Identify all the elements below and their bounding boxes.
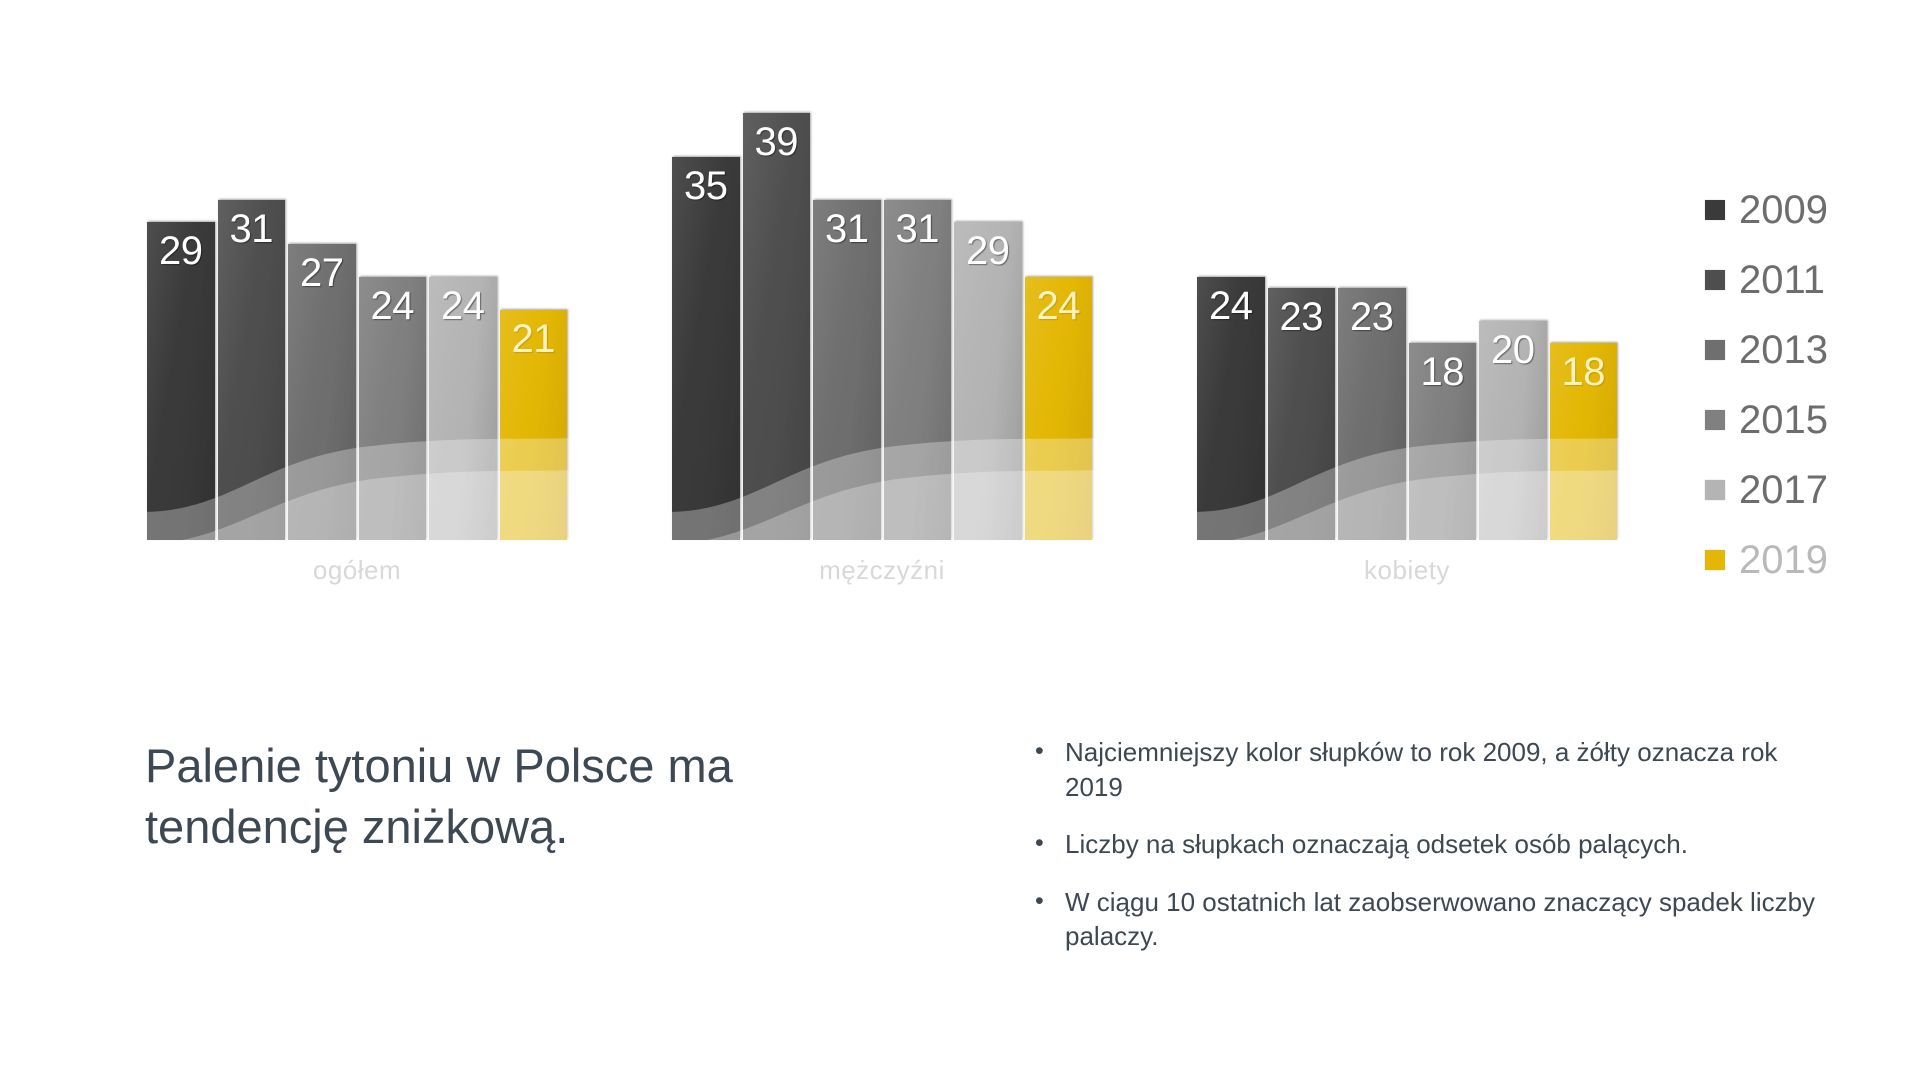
bar-mężczyźni-2019[interactable]: 24 xyxy=(1024,277,1092,540)
bar-kobiety-2019[interactable]: 18 xyxy=(1549,342,1617,541)
bar-value-label: 23 xyxy=(1279,295,1324,340)
bar-value-label: 39 xyxy=(754,119,799,164)
bar-group-mężczyźni: 35 39 31 31 29 24 xyxy=(666,80,1102,544)
legend-label: 2015 xyxy=(1739,398,1828,442)
bar-group-ogółem: 29 31 27 24 24 21 xyxy=(141,80,577,544)
bar-value-label: 35 xyxy=(684,163,728,208)
legend-label: 2013 xyxy=(1739,328,1828,372)
bullet-text: Liczby na słupkach oznaczają odsetek osó… xyxy=(1065,829,1688,860)
bar-set: 24 23 23 18 20 18 xyxy=(1197,80,1617,541)
bar-value-label: 31 xyxy=(825,207,869,252)
legend-label: 2019 xyxy=(1739,538,1828,582)
bar-kobiety-2017[interactable]: 20 xyxy=(1479,320,1547,541)
bullet-item: • Liczby na słupkach oznaczają odsetek os… xyxy=(1035,827,1835,862)
legend-swatch-icon xyxy=(1705,200,1725,220)
bullet-dot-icon: • xyxy=(1035,886,1044,915)
category-label-kobiety: kobiety xyxy=(1364,555,1450,585)
bar-ogółem-2015[interactable]: 24 xyxy=(358,277,426,540)
bar-mężczyźni-2011[interactable]: 39 xyxy=(742,112,810,541)
bullet-text: Najciemniejszy kolor słupków to rok 2009… xyxy=(1065,737,1778,802)
bar-value-label: 31 xyxy=(229,207,274,252)
bullet-dot-icon: • xyxy=(1035,829,1044,858)
bar-value-label: 24 xyxy=(441,284,485,329)
legend-label: 2011 xyxy=(1739,258,1826,302)
bar-ogółem-2017[interactable]: 24 xyxy=(429,277,497,540)
bar-value-label: 21 xyxy=(511,317,556,361)
bar-value-label: 18 xyxy=(1561,349,1606,394)
legend-item-2015[interactable]: 2015 xyxy=(1705,385,1905,455)
bar-value-label: 20 xyxy=(1491,327,1535,372)
legend-item-2019[interactable]: 2019 xyxy=(1705,525,1905,595)
bar-value-label: 27 xyxy=(300,251,344,296)
legend-item-2017[interactable]: 2017 xyxy=(1705,455,1905,525)
bar-ogółem-2013[interactable]: 27 xyxy=(288,244,356,540)
bullet-dot-icon: • xyxy=(1035,737,1044,765)
bar-kobiety-2013[interactable]: 23 xyxy=(1338,288,1406,540)
legend-swatch-icon xyxy=(1705,480,1725,500)
bar-value-label: 31 xyxy=(895,207,940,252)
bar-mężczyźni-2013[interactable]: 31 xyxy=(813,200,881,540)
bar-mężczyźni-2017[interactable]: 29 xyxy=(954,222,1022,540)
bar-chart-plot: 29 31 27 24 24 21 ogółem 35 39 31 31 29 24 mężczyźni 2… xyxy=(141,80,1627,585)
bar-value-label: 24 xyxy=(1036,284,1081,329)
bar-value-label: 18 xyxy=(1420,349,1465,394)
bullet-item: • Najciemniejszy kolor słupków to rok 200… xyxy=(1035,735,1835,804)
legend-swatch-icon xyxy=(1705,270,1725,290)
bar-kobiety-2011[interactable]: 23 xyxy=(1267,288,1335,540)
legend-item-2013[interactable]: 2013 xyxy=(1705,315,1905,385)
bullet-item: • W ciągu 10 ostatnich lat zaobserwowano … xyxy=(1035,885,1835,954)
bar-ogółem-2009[interactable]: 29 xyxy=(147,222,215,540)
bar-mężczyźni-2009[interactable]: 35 xyxy=(672,156,740,541)
legend-item-2011[interactable]: 2011 xyxy=(1705,245,1905,315)
chart-area: 29 31 27 24 24 21 ogółem 35 39 31 31 29 24 mężczyźni 2… xyxy=(141,80,1627,585)
bar-mężczyźni-2015[interactable]: 31 xyxy=(883,200,951,540)
bar-ogółem-2019[interactable]: 21 xyxy=(499,310,567,540)
legend-label: 2009 xyxy=(1739,188,1828,232)
legend-swatch-icon xyxy=(1705,340,1725,360)
headline-text: Palenie tytoniu w Polsce ma tendencję zn… xyxy=(145,739,733,854)
chart-legend: 2009 2011 2013 2015 2017 2019 xyxy=(1705,175,1905,595)
category-label-ogółem: ogółem xyxy=(312,555,402,585)
legend-label: 2017 xyxy=(1739,468,1828,512)
bar-kobiety-2015[interactable]: 18 xyxy=(1408,342,1476,541)
bar-value-label: 24 xyxy=(370,284,415,329)
bar-value-label: 24 xyxy=(1209,284,1253,329)
bar-ogółem-2011[interactable]: 31 xyxy=(217,200,285,540)
bar-set: 29 31 27 24 24 21 xyxy=(147,80,567,540)
bar-value-label: 29 xyxy=(966,229,1010,274)
bar-kobiety-2009[interactable]: 24 xyxy=(1197,277,1265,540)
legend-swatch-icon xyxy=(1705,550,1725,570)
bullet-text: W ciągu 10 ostatnich lat zaobserwowano z… xyxy=(1065,886,1816,952)
category-label-mężczyźni: mężczyźni xyxy=(819,555,945,585)
bullet-list: • Najciemniejszy kolor słupków to rok 200… xyxy=(1035,735,1835,977)
legend-item-2009[interactable]: 2009 xyxy=(1705,175,1905,245)
bar-value-label: 23 xyxy=(1350,295,1394,340)
bar-set: 35 39 31 31 29 24 xyxy=(672,80,1092,541)
bar-group-kobiety: 24 23 23 18 20 18 xyxy=(1191,80,1627,544)
bar-value-label: 29 xyxy=(159,229,203,274)
legend-swatch-icon xyxy=(1705,410,1725,430)
